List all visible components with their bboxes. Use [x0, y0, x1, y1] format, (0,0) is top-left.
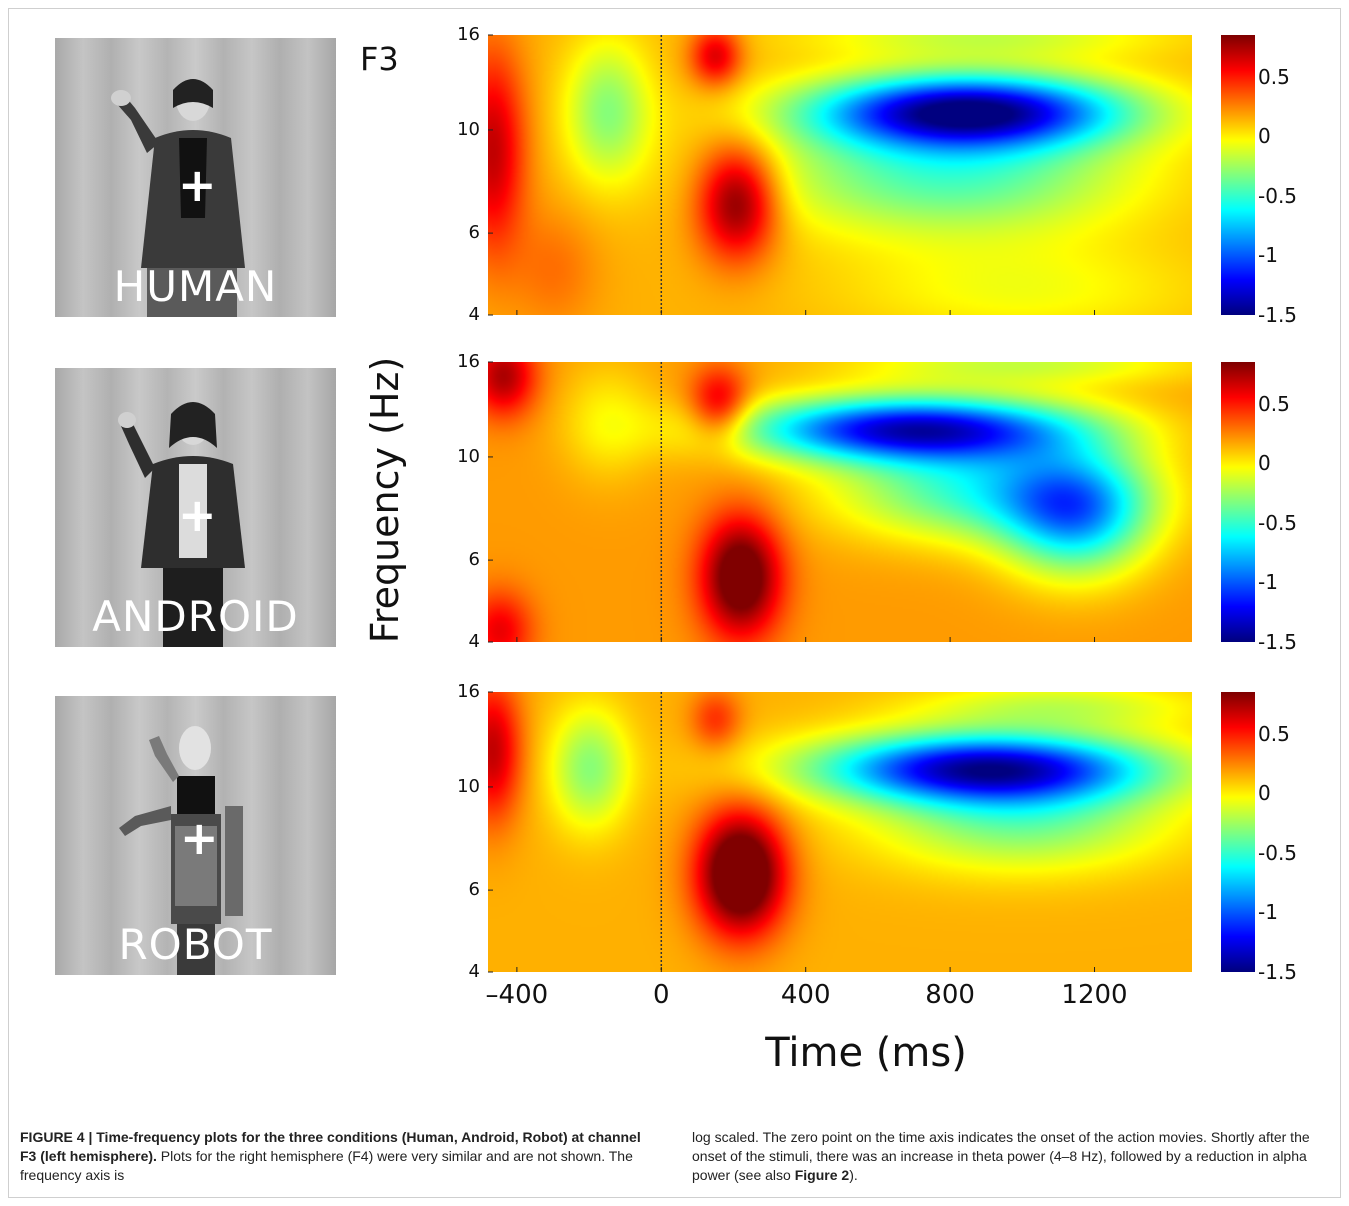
condition-label: HUMAN	[113, 262, 278, 311]
colorbar-tick-label: -1	[1258, 243, 1278, 268]
figure-reference: Figure 2	[794, 1167, 850, 1183]
colorbar-gradient	[1221, 362, 1255, 642]
condition-label: ANDROID	[92, 592, 299, 641]
caption-text-3: ).	[849, 1167, 858, 1183]
photo-human: + HUMAN	[55, 38, 336, 317]
colorbar-gradient	[1221, 692, 1255, 972]
x-tick-label: 400	[780, 980, 831, 1010]
colorbar-tick-label: -0.5	[1258, 183, 1298, 208]
figure-title: FIGURE 4 | Time-frequency plots for the …	[20, 1129, 641, 1164]
heatmap-robot	[488, 691, 1192, 973]
fixation-cross-icon: +	[178, 158, 217, 212]
figure-frame	[8, 8, 1341, 1198]
colorbar-tick-label: 0	[1258, 124, 1271, 149]
y-tick-label: 10	[457, 118, 480, 140]
robot-photo-image	[55, 696, 336, 975]
channel-label: F3	[360, 40, 399, 78]
colorbar-android	[1221, 362, 1255, 642]
caption-left: FIGURE 4 | Time-frequency plots for the …	[20, 1128, 650, 1185]
colorbar-tick-label: 0.5	[1258, 721, 1290, 746]
colorbar-tick-label: 0	[1258, 781, 1271, 806]
colorbar-tick-label: 0	[1258, 451, 1271, 476]
colorbar-tick-label: 0.5	[1258, 391, 1290, 416]
colorbar-tick-label: -0.5	[1258, 510, 1298, 535]
fixation-cross-icon: +	[180, 811, 219, 865]
y-tick-label: 10	[457, 775, 480, 797]
heatmap-axes	[488, 361, 1096, 643]
x-tick-label: 0	[653, 980, 670, 1010]
y-tick-label: 16	[457, 681, 480, 702]
colorbar-tick-label: 0.5	[1258, 64, 1290, 89]
photo-robot: + ROBOT	[55, 696, 336, 975]
y-tick-label: 4	[468, 961, 480, 982]
caption-text-1: Plots for the right hemisphere (F4) were…	[20, 1148, 633, 1183]
y-tick-label: 16	[457, 24, 480, 45]
y-tick-label: 6	[468, 222, 480, 244]
x-tick-label: –400	[485, 980, 549, 1010]
android-photo-image	[55, 368, 336, 647]
heatmap-axes	[488, 691, 1096, 973]
fixation-cross-icon: +	[178, 488, 217, 542]
y-tick-label: 4	[468, 631, 480, 652]
colorbar-tick-label: -1.5	[1258, 630, 1298, 654]
y-tick-label: 4	[468, 304, 480, 325]
y-tick-label: 10	[457, 445, 480, 467]
colorbar-robot	[1221, 692, 1255, 972]
heatmap-canvas	[488, 692, 1192, 972]
colorbar-human	[1221, 35, 1255, 315]
human-photo-image	[55, 38, 336, 317]
condition-label: ROBOT	[118, 920, 273, 969]
y-axis-label: Frequency (Hz)	[363, 356, 407, 644]
y-tick-label: 16	[457, 351, 480, 372]
y-tick-label: 6	[468, 549, 480, 571]
x-tick-label: 800	[925, 980, 975, 1010]
heatmap-android	[488, 361, 1192, 643]
heatmap-axes	[488, 34, 1096, 316]
heatmap-canvas	[488, 362, 1192, 642]
caption-text-2: log scaled. The zero point on the time a…	[692, 1129, 1310, 1183]
x-axis-label: Time (ms)	[765, 1030, 967, 1076]
heatmap-human	[488, 34, 1192, 316]
colorbar-tick-label: -1.5	[1258, 303, 1298, 327]
caption-right: log scaled. The zero point on the time a…	[692, 1128, 1322, 1185]
x-tick-label: 1200	[1061, 980, 1128, 1010]
colorbar-tick-label: -0.5	[1258, 840, 1298, 865]
photo-android: + ANDROID	[55, 368, 336, 647]
colorbar-tick-label: -1.5	[1258, 960, 1298, 984]
colorbar-tick-label: -1	[1258, 570, 1278, 595]
heatmap-canvas	[488, 35, 1192, 315]
y-tick-label: 6	[468, 879, 480, 901]
colorbar-tick-label: -1	[1258, 900, 1278, 925]
colorbar-gradient	[1221, 35, 1255, 315]
